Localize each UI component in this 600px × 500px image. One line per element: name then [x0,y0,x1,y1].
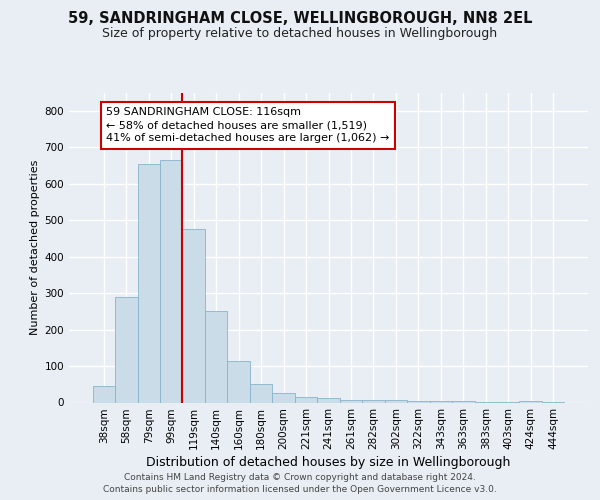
Bar [295,397,317,402]
Bar [227,360,250,403]
Text: 59 SANDRINGHAM CLOSE: 116sqm
← 58% of detached houses are smaller (1,519)
41% of: 59 SANDRINGHAM CLOSE: 116sqm ← 58% of de… [106,107,389,144]
Bar [452,400,475,402]
Bar [430,400,452,402]
Bar [520,400,542,402]
Bar [137,164,160,402]
Bar [385,400,407,402]
Bar [182,230,205,402]
Bar [92,386,115,402]
Bar [272,392,295,402]
Bar [160,160,182,402]
Bar [407,400,430,402]
Text: 59, SANDRINGHAM CLOSE, WELLINGBOROUGH, NN8 2EL: 59, SANDRINGHAM CLOSE, WELLINGBOROUGH, N… [68,11,532,26]
Bar [340,400,362,402]
X-axis label: Distribution of detached houses by size in Wellingborough: Distribution of detached houses by size … [146,456,511,469]
Bar [115,296,137,403]
Text: Size of property relative to detached houses in Wellingborough: Size of property relative to detached ho… [103,28,497,40]
Bar [250,384,272,402]
Y-axis label: Number of detached properties: Number of detached properties [31,160,40,335]
Bar [317,398,340,402]
Bar [362,400,385,402]
Text: Contains HM Land Registry data © Crown copyright and database right 2024.
Contai: Contains HM Land Registry data © Crown c… [103,472,497,494]
Bar [205,312,227,402]
